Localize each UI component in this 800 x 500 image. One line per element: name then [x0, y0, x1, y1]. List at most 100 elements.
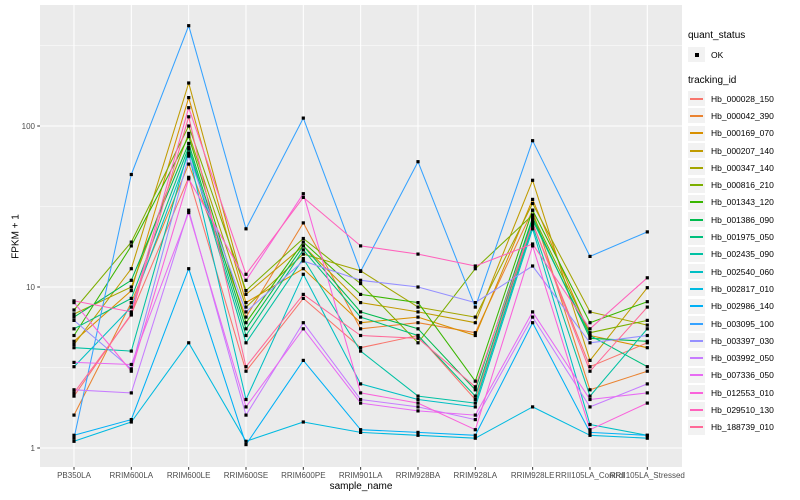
data-point	[301, 259, 305, 263]
legend-key-box	[688, 316, 705, 331]
x-tick-label: RRIM901LA	[339, 471, 383, 480]
line-swatch-icon	[690, 322, 703, 325]
x-tick-label: RRIM600SE	[224, 471, 268, 480]
data-point	[244, 439, 248, 443]
data-point	[473, 401, 477, 405]
data-point	[244, 310, 248, 314]
data-point	[244, 413, 248, 417]
data-point	[129, 240, 133, 244]
data-point	[72, 342, 76, 346]
data-point	[531, 244, 535, 248]
data-point	[72, 436, 76, 440]
data-point	[531, 208, 535, 212]
data-point	[301, 244, 305, 248]
legend-item-label: Hb_002986_140	[711, 301, 774, 312]
legend-key-box	[688, 125, 705, 141]
data-point	[645, 327, 649, 331]
legend-item-Hb_000207_140: Hb_000207_140	[688, 142, 798, 159]
legend-item-label: Hb_012553_010	[711, 387, 774, 398]
data-point	[72, 318, 76, 322]
legend-item-Hb_000028_150: Hb_000028_150	[688, 90, 798, 107]
legend-title-tracking-id: tracking_id	[688, 75, 737, 86]
data-point	[588, 369, 592, 373]
data-point	[531, 227, 535, 231]
data-point	[645, 436, 649, 440]
line-swatch-icon	[690, 132, 703, 135]
line-swatch-icon	[690, 270, 703, 273]
data-point	[531, 213, 535, 217]
legend: quant_status OK tracking_id Hb_000028_15…	[688, 30, 798, 436]
x-tick-label: RRIM928LA	[454, 471, 498, 480]
data-point	[645, 333, 649, 338]
data-point	[588, 341, 592, 345]
data-point	[531, 139, 535, 143]
data-point	[416, 315, 420, 319]
data-point	[473, 405, 477, 409]
line-swatch-icon	[690, 408, 703, 411]
data-point	[244, 365, 248, 369]
data-point	[301, 267, 305, 271]
data-point	[187, 267, 191, 271]
data-point	[588, 430, 592, 434]
legend-item-label: Hb_007336_050	[711, 370, 774, 381]
data-point	[301, 292, 305, 296]
legend-key-box	[688, 246, 705, 262]
line-swatch-icon	[690, 149, 703, 152]
data-point	[72, 388, 76, 392]
data-point	[531, 218, 535, 222]
data-point	[416, 333, 420, 338]
data-point	[359, 349, 363, 353]
data-point	[72, 327, 76, 331]
data-point	[244, 405, 248, 409]
data-point	[531, 201, 535, 206]
data-point	[244, 272, 248, 276]
data-point	[301, 252, 305, 256]
line-swatch-icon	[690, 357, 703, 360]
data-point	[187, 151, 191, 155]
legend-item-label: Hb_002817_010	[711, 283, 774, 294]
data-point	[473, 333, 477, 338]
data-point	[531, 315, 535, 319]
data-point	[359, 401, 363, 405]
data-point	[359, 315, 363, 319]
legend-key-box	[688, 91, 705, 107]
data-point	[129, 369, 133, 373]
legend-item-Hb_001386_090: Hb_001386_090	[688, 211, 798, 228]
data-point	[473, 305, 477, 309]
data-point	[588, 331, 592, 335]
data-point	[359, 346, 363, 350]
data-point	[416, 409, 420, 413]
data-point	[359, 428, 363, 432]
legend-key-box	[688, 333, 705, 349]
legend-title-quant-status: quant_status	[688, 30, 746, 41]
data-point	[473, 301, 477, 305]
data-point	[72, 299, 76, 303]
data-point	[359, 430, 363, 434]
legend-key-box	[688, 212, 705, 228]
legend-item-Hb_003397_030: Hb_003397_030	[688, 332, 798, 349]
data-point	[531, 264, 535, 268]
data-point	[187, 24, 191, 28]
y-tick-label: 1	[31, 444, 36, 453]
data-point	[359, 333, 363, 338]
legend-item-label: Hb_001975_050	[711, 232, 774, 243]
data-point	[244, 443, 248, 447]
data-point	[244, 301, 248, 305]
data-point	[645, 382, 649, 386]
data-point	[359, 327, 363, 331]
legend-item-Hb_029510_130: Hb_029510_130	[688, 401, 798, 418]
data-point	[531, 321, 535, 325]
legend-item-label: Hb_000207_140	[711, 145, 774, 156]
legend-key-box	[688, 229, 705, 245]
legend-key-box	[688, 367, 705, 383]
data-point	[129, 301, 133, 305]
data-point	[531, 405, 535, 409]
data-point	[129, 285, 133, 289]
data-point	[187, 154, 191, 158]
legend-item-label: Hb_000028_150	[711, 93, 774, 104]
legend-item-label: Hb_000042_390	[711, 110, 774, 121]
data-point	[244, 321, 248, 325]
legend-item-Hb_003095_100: Hb_003095_100	[688, 315, 798, 332]
data-point	[416, 405, 420, 409]
data-point	[244, 278, 248, 282]
